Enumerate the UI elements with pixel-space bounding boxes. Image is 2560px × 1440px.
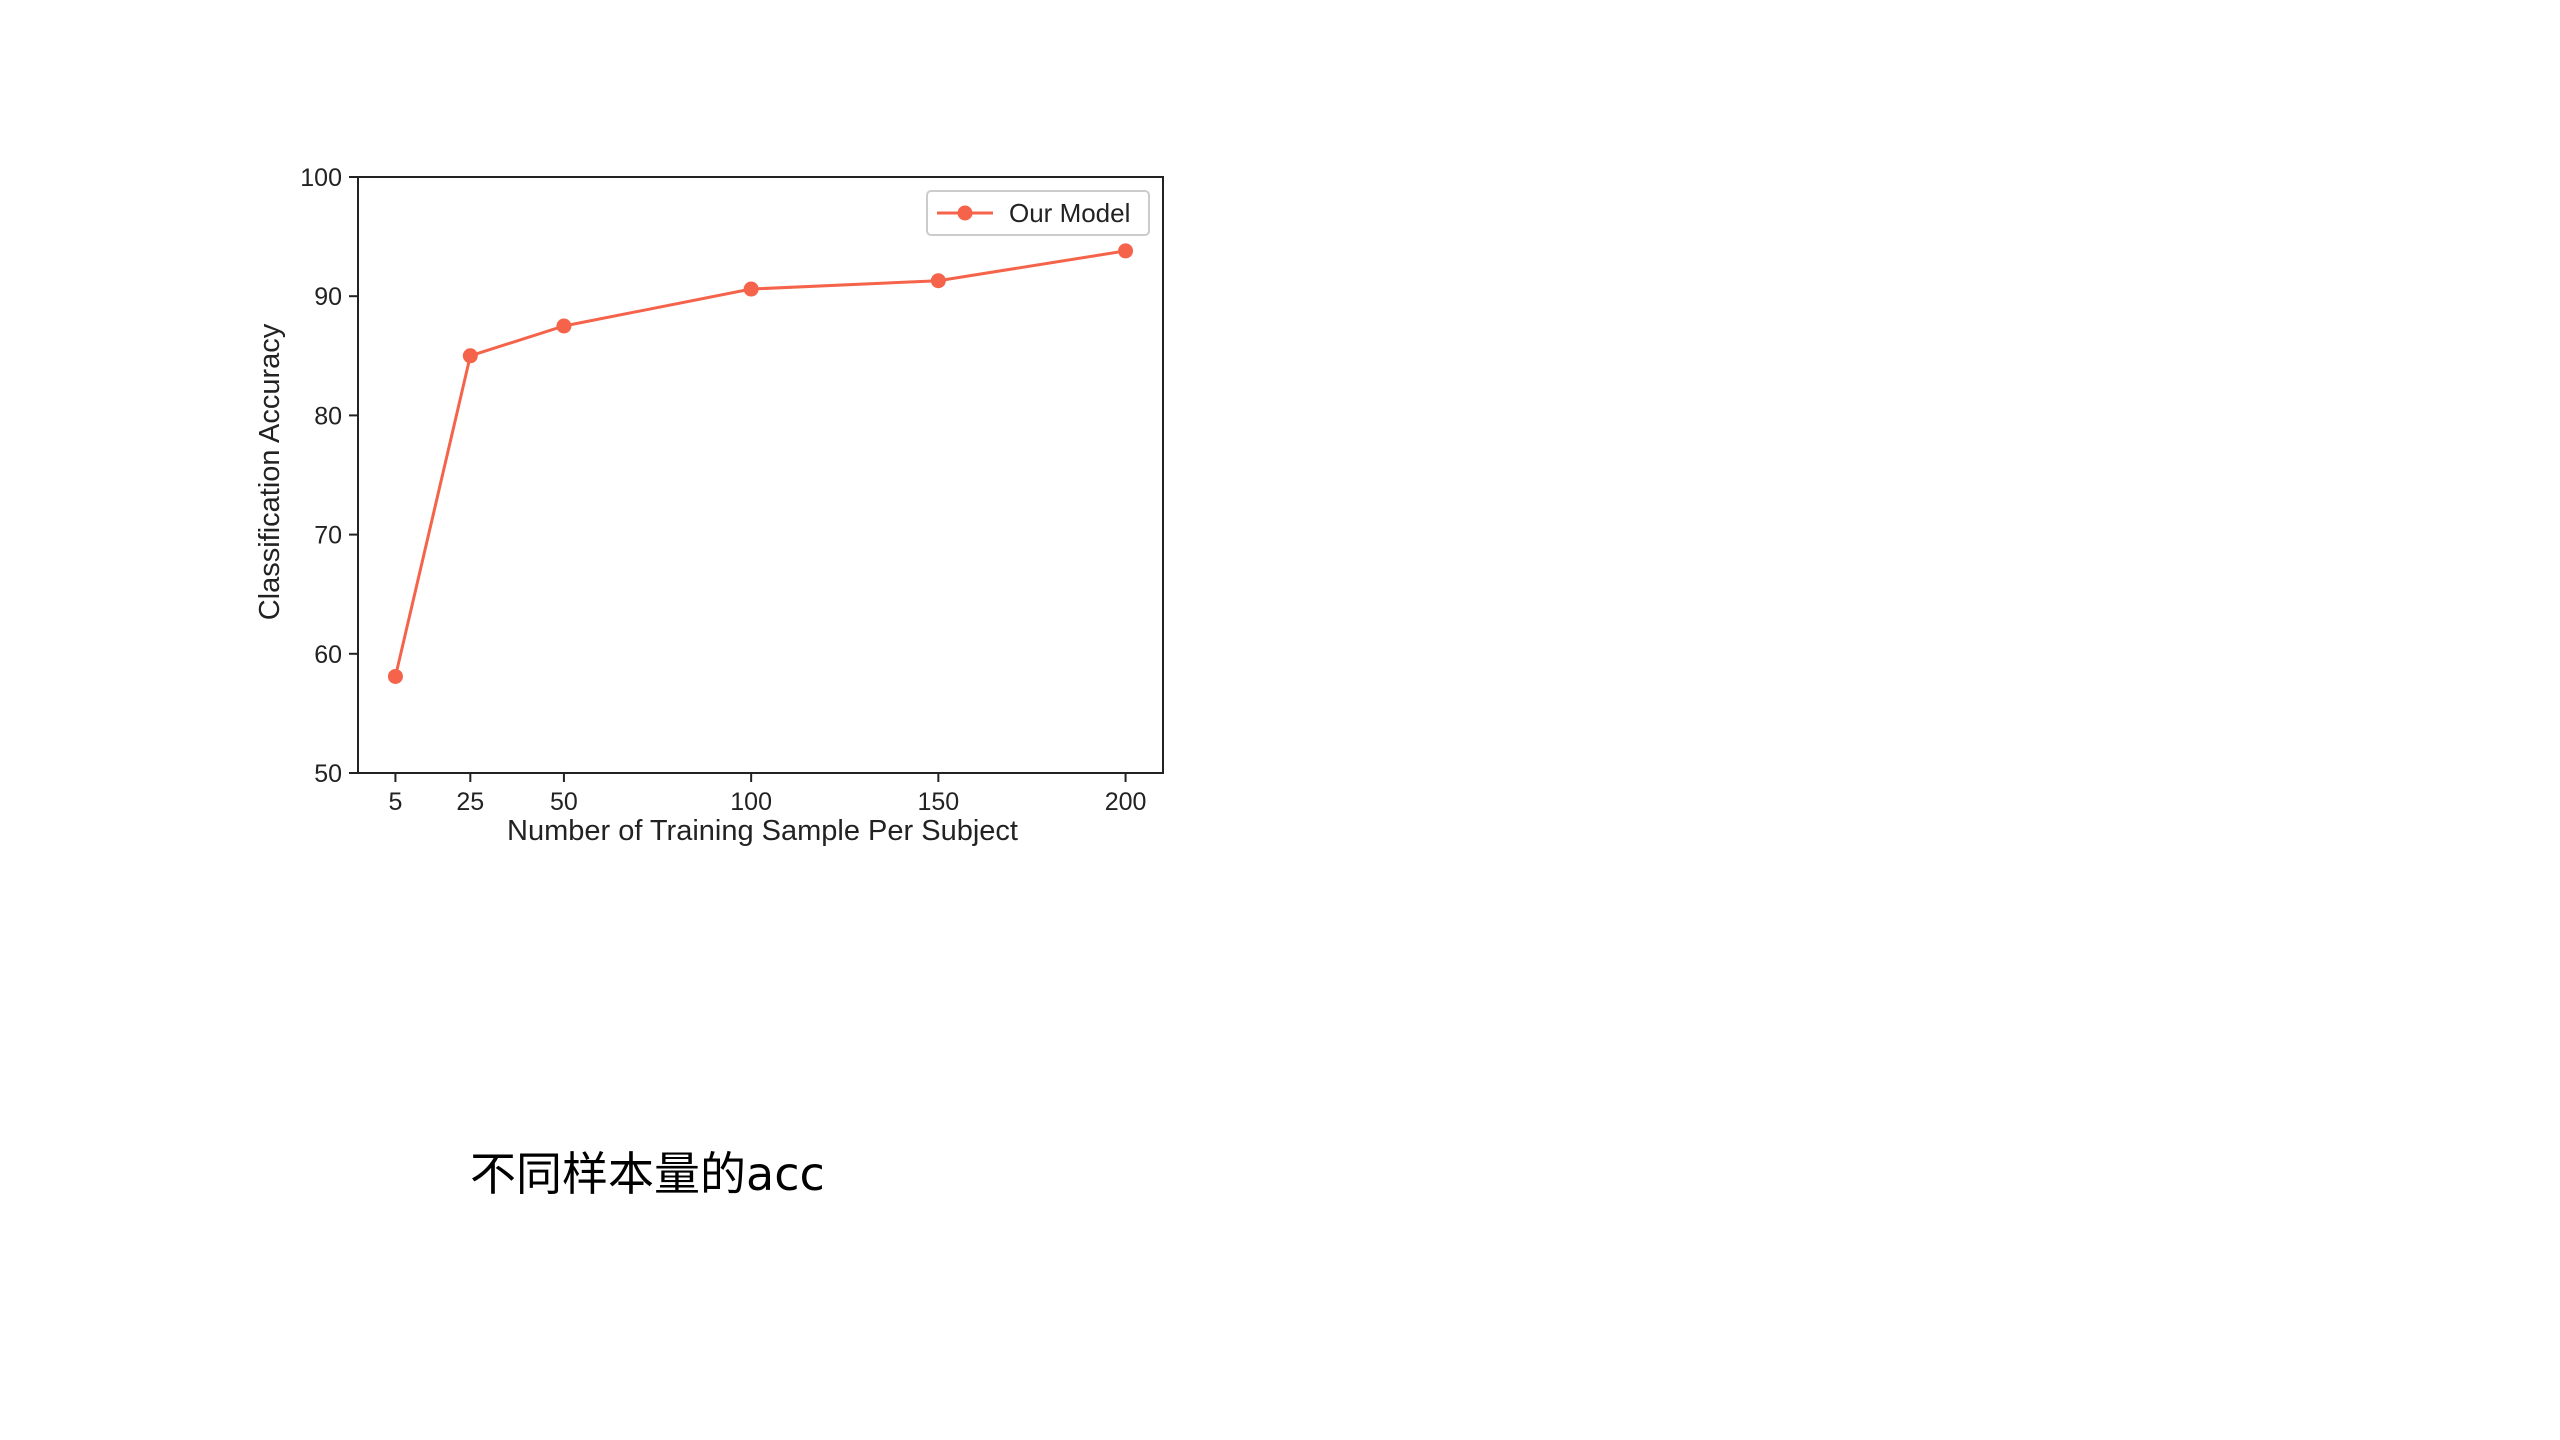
- legend-box: [926, 190, 1150, 236]
- plot-area: [357, 176, 1164, 774]
- series-line-our-model: [393, 249, 1126, 677]
- x-tick-label: 25: [456, 788, 484, 816]
- legend: Our Model: [926, 190, 1150, 236]
- y-tick-label: 80: [314, 402, 342, 430]
- slide-caption: 不同样本量的acc: [470, 1147, 825, 1201]
- x-tick-label: 5: [388, 788, 402, 816]
- x-tick-label: 100: [730, 788, 772, 816]
- x-tick-label: 150: [917, 788, 959, 816]
- plot-frame: [357, 176, 1164, 774]
- data-point: [743, 281, 759, 297]
- data-point: [387, 668, 403, 684]
- legend-label: Our Model: [1009, 198, 1130, 228]
- x-tick-label: 200: [1105, 788, 1147, 816]
- y-tick-label: 70: [314, 522, 342, 550]
- y-tick-label: 50: [314, 760, 342, 788]
- y-tick-label: 90: [314, 283, 342, 311]
- y-axis-label: Classification Accuracy: [254, 323, 286, 620]
- data-point: [556, 318, 572, 334]
- x-tick-label: 50: [550, 788, 578, 816]
- data-point: [462, 348, 478, 364]
- data-point: [1118, 243, 1134, 259]
- data-point: [930, 273, 946, 289]
- x-axis-label: Number of Training Sample Per Subject: [507, 815, 1018, 847]
- y-tick-label: 100: [300, 164, 342, 192]
- y-tick-label: 60: [314, 641, 342, 669]
- series-layer: [387, 243, 1134, 684]
- legend-marker: [957, 205, 973, 221]
